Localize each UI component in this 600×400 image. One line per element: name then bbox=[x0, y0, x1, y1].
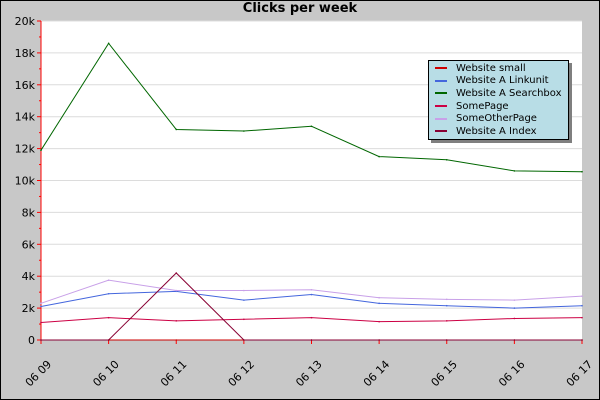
data-point bbox=[40, 302, 42, 305]
y-tick-label: 20k bbox=[15, 15, 36, 28]
chart-title: Clicks per week bbox=[242, 1, 358, 16]
data-point bbox=[513, 307, 516, 309]
data-point bbox=[40, 149, 42, 151]
legend-swatch bbox=[435, 67, 447, 70]
legend-label: Website small bbox=[456, 62, 526, 74]
x-tick-label: 06 09 bbox=[23, 358, 54, 389]
x-tick-label: 06 17 bbox=[564, 358, 595, 389]
y-tick-label: 18k bbox=[15, 47, 36, 60]
y-tick-label: 0 bbox=[28, 334, 35, 347]
data-point bbox=[40, 339, 42, 341]
y-tick-label: 14k bbox=[15, 111, 36, 124]
x-tick-label: 06 13 bbox=[293, 358, 324, 389]
y-tick-label: 12k bbox=[15, 143, 36, 156]
data-point bbox=[378, 302, 380, 305]
legend-entry: Website A Searchbox bbox=[429, 87, 568, 100]
data-point bbox=[445, 304, 448, 307]
data-point bbox=[107, 339, 110, 341]
data-point bbox=[243, 299, 245, 301]
data-point bbox=[175, 320, 178, 322]
legend-label: Website A Index bbox=[456, 125, 537, 137]
legend-entry: SomePage bbox=[429, 100, 568, 113]
data-point bbox=[310, 288, 313, 291]
legend-entry: Website A Index bbox=[429, 125, 568, 138]
legend-label: Website A Linkunit bbox=[456, 75, 549, 87]
legend-swatch bbox=[435, 117, 447, 120]
x-tick-label: 06 15 bbox=[429, 358, 460, 389]
data-point bbox=[175, 128, 178, 131]
data-point bbox=[513, 339, 516, 341]
data-point bbox=[445, 158, 448, 161]
data-point bbox=[581, 304, 583, 307]
data-point bbox=[378, 296, 380, 299]
data-point bbox=[445, 320, 448, 322]
data-point bbox=[581, 339, 583, 341]
legend-entry: SomeOtherPage bbox=[429, 112, 568, 125]
legend-entry: Website A Linkunit bbox=[429, 75, 568, 88]
data-point bbox=[107, 316, 110, 319]
y-tick-label: 2k bbox=[22, 302, 36, 315]
legend-swatch bbox=[435, 92, 447, 95]
y-tick-label: 8k bbox=[22, 206, 36, 219]
x-tick-label: 06 11 bbox=[158, 358, 189, 389]
data-point bbox=[310, 339, 313, 341]
y-tick-label: 16k bbox=[15, 79, 36, 92]
x-tick-label: 06 14 bbox=[361, 358, 392, 389]
data-point bbox=[107, 42, 110, 45]
data-point bbox=[513, 170, 516, 172]
data-point bbox=[445, 339, 448, 341]
data-point bbox=[378, 339, 380, 341]
data-point bbox=[378, 155, 380, 158]
data-point bbox=[40, 321, 42, 324]
data-point bbox=[513, 317, 516, 320]
chart-legend: Website small Website A Linkunit Website A… bbox=[428, 60, 569, 140]
y-tick-label: 6k bbox=[22, 238, 36, 251]
x-tick-label: 06 10 bbox=[90, 358, 121, 389]
legend-swatch bbox=[435, 105, 447, 108]
legend-swatch bbox=[435, 79, 447, 82]
legend-label: Website A Searchbox bbox=[456, 87, 562, 99]
data-point bbox=[243, 289, 245, 292]
y-tick-label: 4k bbox=[22, 270, 36, 283]
data-point bbox=[107, 292, 110, 295]
data-point bbox=[310, 293, 313, 296]
data-point bbox=[175, 289, 178, 292]
legend-entry: Website small bbox=[429, 62, 568, 75]
data-point bbox=[581, 316, 583, 319]
data-point bbox=[378, 320, 380, 323]
legend-label: SomePage bbox=[456, 100, 509, 112]
data-point bbox=[310, 316, 313, 319]
data-point bbox=[581, 170, 583, 173]
data-point bbox=[243, 318, 245, 321]
y-tick-label: 10k bbox=[15, 175, 36, 188]
legend-swatch bbox=[435, 130, 447, 133]
data-point bbox=[243, 339, 245, 341]
data-point bbox=[175, 339, 178, 341]
data-point bbox=[513, 299, 516, 301]
data-point bbox=[40, 305, 42, 308]
x-tick-label: 06 16 bbox=[496, 358, 527, 389]
data-point bbox=[243, 130, 245, 132]
data-point bbox=[175, 272, 178, 274]
x-tick-label: 06 12 bbox=[226, 358, 257, 389]
data-point bbox=[310, 125, 313, 128]
legend-label: SomeOtherPage bbox=[456, 113, 537, 125]
data-point bbox=[445, 298, 448, 301]
data-point bbox=[581, 295, 583, 297]
data-point bbox=[107, 279, 110, 281]
